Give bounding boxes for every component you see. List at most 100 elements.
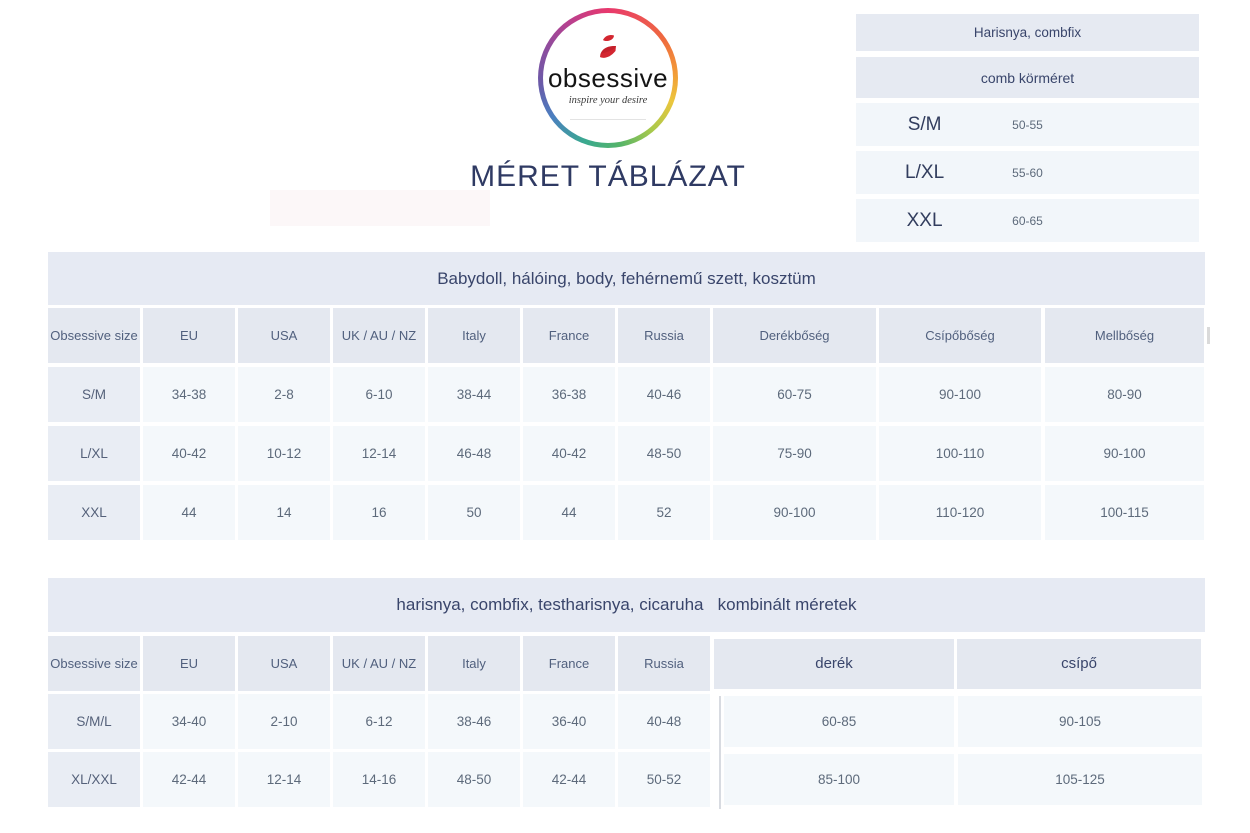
value-cell: 44 [143, 485, 235, 540]
value-cell: 85-100 [724, 754, 954, 805]
column-header: UK / AU / NZ [333, 308, 425, 363]
value-cell: 34-38 [143, 367, 235, 422]
column-header: Russia [618, 636, 710, 691]
value-cell: 36-38 [523, 367, 615, 422]
combined-table-title: harisnya, combfix, testharisnya, cicaruh… [48, 578, 1205, 632]
value-cell: 38-44 [428, 367, 520, 422]
value-cell: 48-50 [618, 426, 710, 481]
logo-inner-circle: obsessive inspire your desire [543, 13, 673, 143]
value-cell: 80-90 [1045, 367, 1204, 422]
thigh-table-title: Harisnya, combfix [856, 14, 1199, 51]
size-label-cell: L/XL [905, 161, 945, 183]
column-header: Csípőbőség [879, 308, 1041, 363]
column-header: France [523, 636, 615, 691]
value-cell: 40-42 [523, 426, 615, 481]
table-row: S/M 34-38 2-8 6-10 38-44 36-38 40-46 60-75 90-10… [48, 367, 1205, 422]
column-header: Obsessive size [48, 636, 140, 691]
thigh-table-subtitle: comb körméret [856, 57, 1199, 98]
column-header: Obsessive size [48, 308, 140, 363]
thigh-size-table: Harisnya, combfix comb körméret S/M 50-55… [856, 14, 1199, 247]
table-row: XXL 44 14 16 50 44 52 90-100 110-120 100-115 [48, 485, 1205, 540]
value-cell: 6-12 [333, 694, 425, 749]
right-edge-sliver [1207, 327, 1210, 344]
value-cell: 16 [333, 485, 425, 540]
value-cell: 38-46 [428, 694, 520, 749]
value-cell: 50 [428, 485, 520, 540]
value-cell: 90-100 [879, 367, 1041, 422]
value-cell: 60-85 [724, 696, 954, 747]
column-header: France [523, 308, 615, 363]
brand-name: obsessive [547, 63, 669, 93]
value-cell: 52 [618, 485, 710, 540]
value-cell: 110-120 [879, 485, 1041, 540]
brand-tagline: inspire your desire [568, 95, 648, 106]
column-header: EU [143, 308, 235, 363]
value-cell: 34-40 [143, 694, 235, 749]
column-header: derék [714, 638, 954, 689]
value-cell: 40-42 [143, 426, 235, 481]
value-cell: 90-105 [958, 696, 1202, 747]
size-label-cell: XXL [48, 485, 140, 540]
column-header: Derékbőség [713, 308, 876, 363]
value-cell: 46-48 [428, 426, 520, 481]
size-label-cell: XXL [906, 209, 943, 231]
value-cell: 90-100 [1045, 426, 1204, 481]
decor-band [270, 190, 490, 226]
value-cell: 60-75 [713, 367, 876, 422]
value-cell: 2-8 [238, 367, 330, 422]
column-header: USA [238, 308, 330, 363]
value-cell: 40-46 [618, 367, 710, 422]
column-header: Italy [428, 636, 520, 691]
value-cell: 50-52 [618, 752, 710, 807]
value-cell: 14 [238, 485, 330, 540]
column-header: EU [143, 636, 235, 691]
value-cell: 55-60 [1012, 165, 1043, 180]
value-cell: 44 [523, 485, 615, 540]
column-header: Mellbőség [1045, 308, 1204, 363]
column-header: UK / AU / NZ [333, 636, 425, 691]
size-label-cell: S/M [907, 113, 942, 135]
logo-underline [570, 119, 646, 120]
value-cell: 100-115 [1045, 485, 1204, 540]
table-row: S/M/L 34-40 2-10 6-12 38-46 36-40 40-48 60-85 90… [48, 694, 1205, 749]
value-cell: 42-44 [143, 752, 235, 807]
main-table-title: Babydoll, hálóing, body, fehérnemű szett… [48, 252, 1205, 305]
combined-size-table: harisnya, combfix, testharisnya, cicaruh… [48, 578, 1205, 810]
value-cell: 90-100 [713, 485, 876, 540]
value-cell: 6-10 [333, 367, 425, 422]
value-cell: 12-14 [238, 752, 330, 807]
size-label-cell: S/M [48, 367, 140, 422]
column-header: Russia [618, 308, 710, 363]
value-cell: 60-65 [1012, 213, 1043, 228]
value-cell: 2-10 [238, 694, 330, 749]
header-row: Obsessive size EU USA UK / AU / NZ Italy Fran… [48, 308, 1205, 363]
value-cell: 75-90 [713, 426, 876, 481]
value-cell: 36-40 [523, 694, 615, 749]
size-label-cell: S/M/L [48, 694, 140, 749]
table-row: XXL 60-65 [856, 199, 1199, 242]
page-title: MÉRET TÁBLÁZAT [470, 160, 746, 193]
value-cell: 40-48 [618, 694, 710, 749]
value-cell: 42-44 [523, 752, 615, 807]
main-size-table: Babydoll, hálóing, body, fehérnemű szett… [48, 252, 1205, 544]
column-divider-line [719, 696, 721, 809]
column-header: Italy [428, 308, 520, 363]
column-header: csípő [957, 638, 1201, 689]
value-cell: 14-16 [333, 752, 425, 807]
obsessive-logo: obsessive inspire your desire [538, 8, 678, 148]
obsessive-flame-icon [600, 34, 616, 58]
value-cell: 100-110 [879, 426, 1041, 481]
table-row: XL/XXL 42-44 12-14 14-16 48-50 42-44 50-52 85-1… [48, 752, 1205, 807]
table-row: L/XL 55-60 [856, 151, 1199, 194]
value-cell: 12-14 [333, 426, 425, 481]
value-cell: 105-125 [958, 754, 1202, 805]
value-cell: 48-50 [428, 752, 520, 807]
header-row: Obsessive size EU USA UK / AU / NZ Italy Fran… [48, 636, 1205, 691]
value-cell: 10-12 [238, 426, 330, 481]
size-label-cell: L/XL [48, 426, 140, 481]
table-row: S/M 50-55 [856, 103, 1199, 146]
table-row: L/XL 40-42 10-12 12-14 46-48 40-42 48-50 75-90 1… [48, 426, 1205, 481]
value-cell: 50-55 [1012, 117, 1043, 132]
column-header: USA [238, 636, 330, 691]
size-label-cell: XL/XXL [48, 752, 140, 807]
